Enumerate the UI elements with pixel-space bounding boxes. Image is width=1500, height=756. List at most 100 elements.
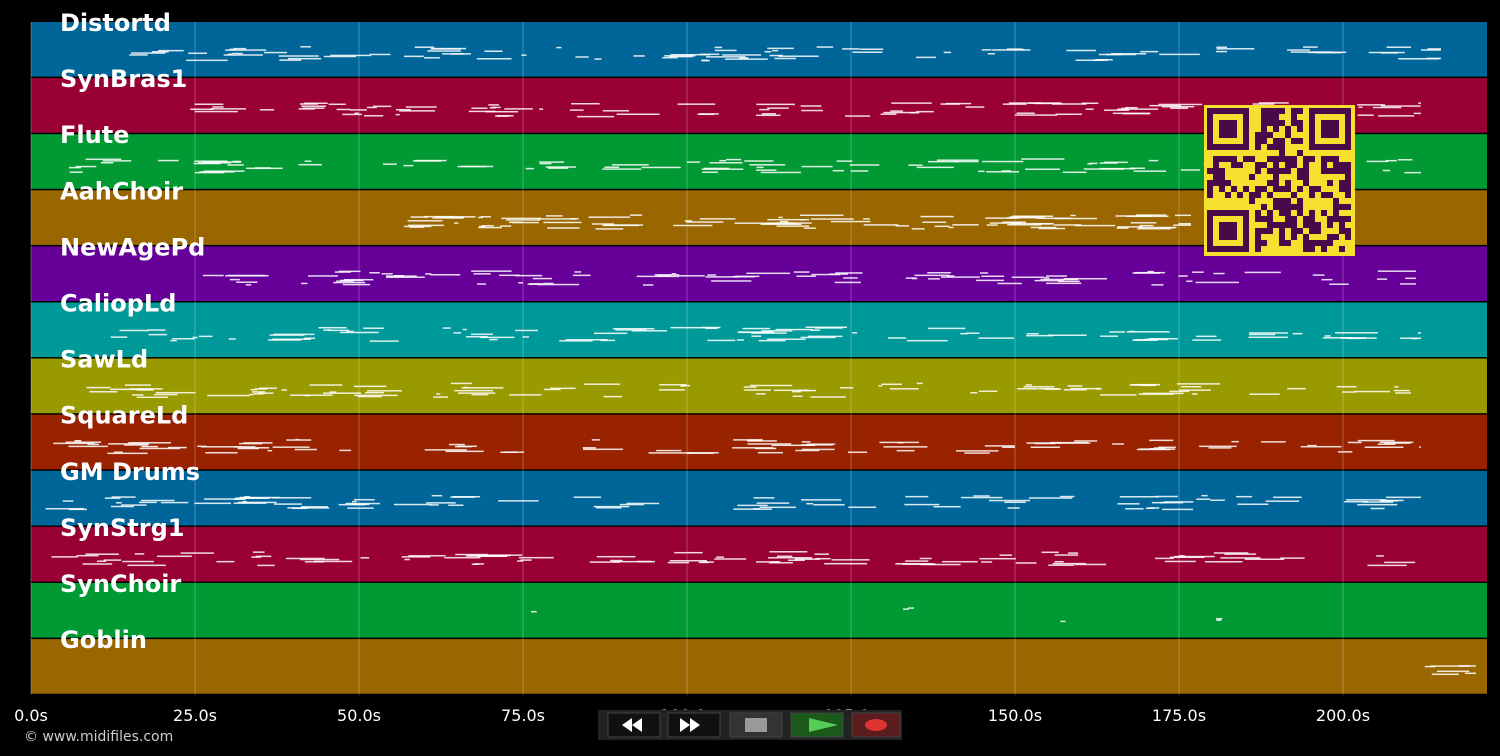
note [1216, 46, 1228, 49]
qr-module [1255, 168, 1261, 174]
note [776, 555, 793, 558]
note [636, 560, 652, 563]
note [517, 560, 524, 562]
stop-button[interactable] [729, 712, 783, 738]
note [124, 444, 149, 446]
note [259, 387, 277, 389]
note [198, 335, 213, 338]
note [1397, 159, 1413, 161]
qr-module [1273, 174, 1279, 180]
note [107, 452, 148, 455]
note [404, 225, 432, 228]
note [989, 222, 1021, 224]
qr-module [1207, 186, 1213, 192]
note [1001, 170, 1012, 172]
qr-module [1291, 216, 1297, 222]
qr-module [1249, 174, 1255, 180]
note [381, 273, 393, 275]
note [1380, 105, 1421, 107]
qr-module [1291, 108, 1297, 114]
note [1248, 332, 1288, 334]
note [619, 503, 644, 506]
note [1303, 46, 1318, 48]
note [699, 218, 736, 220]
qr-module [1309, 222, 1315, 228]
qr-module [1261, 162, 1267, 168]
note [1377, 270, 1416, 272]
record-button[interactable] [851, 712, 901, 738]
note [1376, 278, 1388, 280]
note [1053, 224, 1082, 226]
note [444, 556, 481, 559]
credit: © www.midifiles.com [24, 729, 173, 745]
note [677, 103, 716, 105]
note [287, 507, 330, 509]
note [1159, 53, 1200, 56]
note [1125, 508, 1144, 510]
qr-module [1333, 216, 1339, 222]
qr-module [1321, 156, 1327, 162]
qr-finder [1219, 222, 1237, 240]
note [1100, 394, 1137, 396]
note [1180, 386, 1202, 388]
note [271, 497, 312, 499]
note [760, 171, 801, 174]
forward-button[interactable] [667, 712, 721, 738]
note [1075, 59, 1104, 62]
qr-module [1297, 204, 1303, 210]
qr-module [1279, 144, 1285, 150]
note [1358, 106, 1363, 109]
note [908, 164, 923, 166]
note [281, 389, 287, 391]
note [1237, 503, 1269, 505]
note [662, 56, 678, 59]
note [468, 110, 496, 113]
note [664, 55, 696, 57]
note [810, 396, 846, 398]
qr-module [1279, 186, 1285, 192]
note [1147, 270, 1154, 273]
note [1014, 114, 1058, 116]
note [1386, 46, 1412, 48]
note [852, 332, 858, 334]
qr-module [1261, 108, 1267, 114]
note [299, 558, 340, 561]
note [902, 608, 909, 610]
note [878, 385, 883, 387]
note [800, 105, 822, 107]
note [756, 166, 764, 169]
note [699, 113, 719, 115]
note [445, 450, 484, 453]
rewind-button[interactable] [607, 712, 661, 738]
note [501, 217, 542, 220]
qr-module [1213, 168, 1219, 174]
track-label: NewAgePd [60, 233, 205, 261]
note [1382, 169, 1391, 172]
qr-module [1213, 156, 1219, 162]
play-button[interactable] [790, 712, 844, 738]
note [365, 391, 385, 394]
note [1074, 224, 1116, 227]
note [278, 55, 319, 57]
note [478, 216, 483, 219]
note [131, 394, 144, 396]
qr-module [1279, 168, 1285, 174]
note [254, 167, 271, 169]
qr-module [1231, 162, 1237, 168]
note [360, 557, 370, 559]
note [843, 277, 858, 279]
note [744, 389, 771, 391]
note [1357, 439, 1395, 442]
qr-module [1267, 156, 1273, 162]
note [1007, 224, 1042, 226]
note [1089, 162, 1098, 165]
qr-module [1279, 156, 1285, 162]
note [591, 223, 615, 225]
note [342, 283, 371, 286]
note [602, 110, 630, 112]
note [333, 281, 366, 284]
note [454, 389, 494, 392]
note [570, 218, 579, 220]
note [194, 502, 232, 505]
note [1399, 283, 1416, 285]
